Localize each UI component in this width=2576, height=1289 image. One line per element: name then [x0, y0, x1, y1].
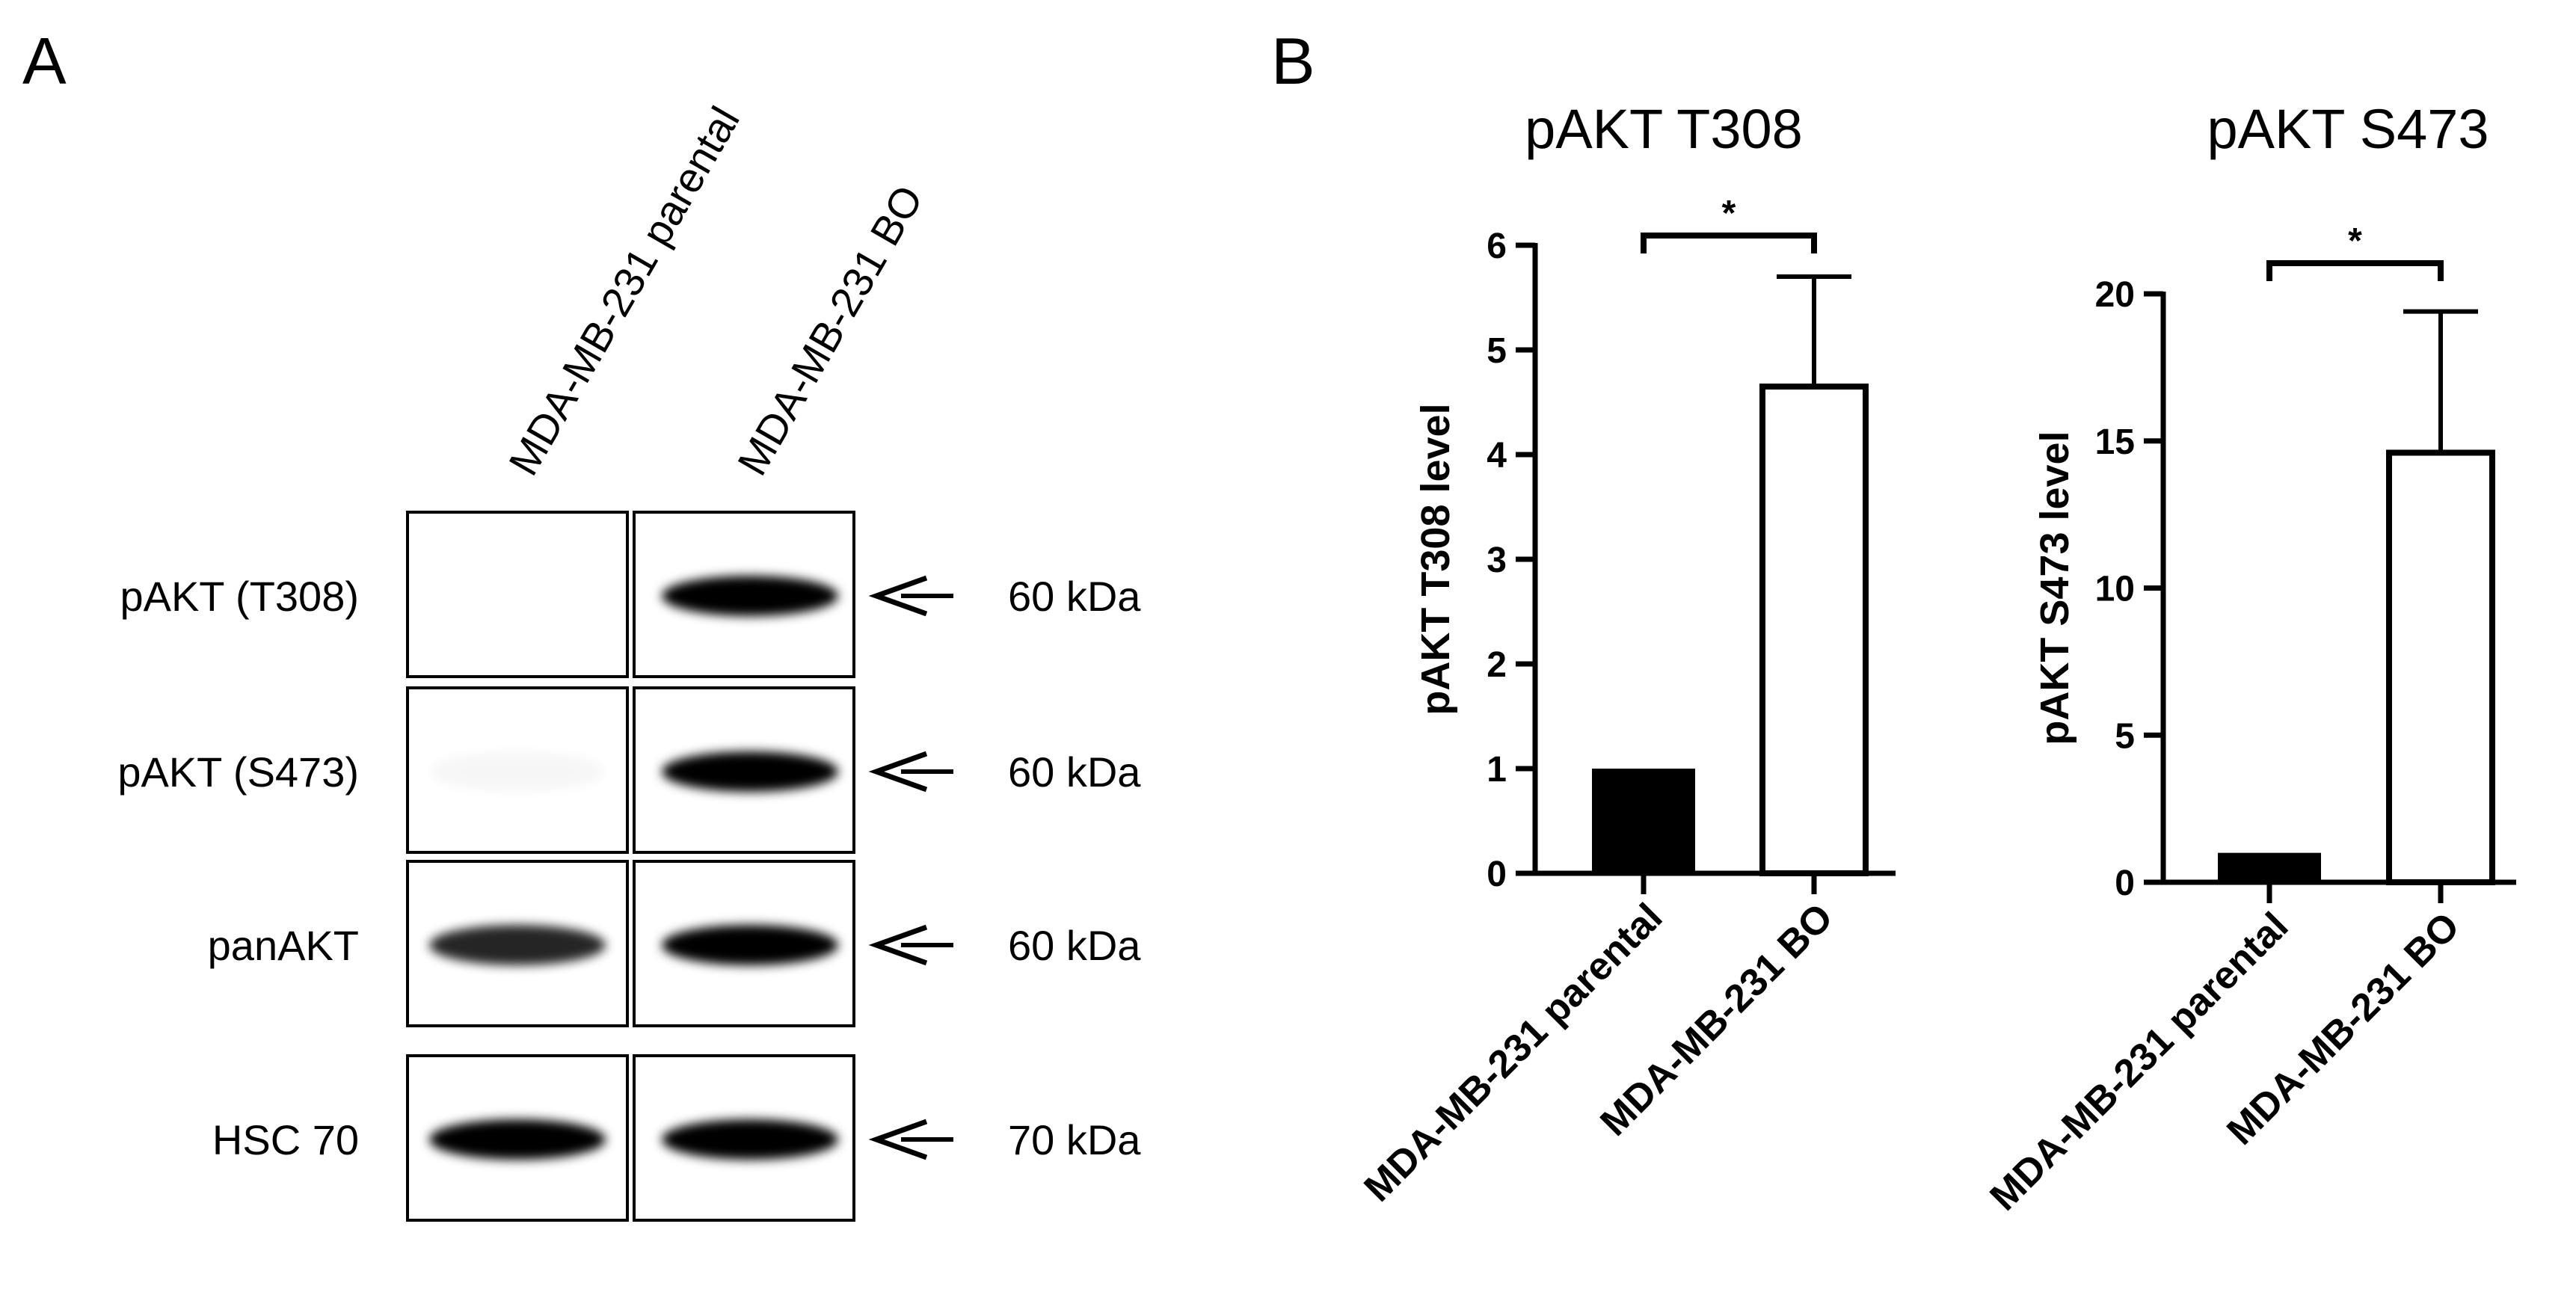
blot-band: [662, 925, 838, 965]
y-tick-label: 1: [1487, 750, 1507, 790]
significance-label: *: [1722, 194, 1736, 233]
blot-size-label: 60 kDa: [1008, 573, 1141, 620]
bar: [2218, 852, 2321, 882]
y-axis-title: pAKT T308 level: [1413, 403, 1458, 715]
y-tick-label: 3: [1487, 541, 1507, 580]
y-tick-label: 5: [2115, 716, 2135, 756]
significance-bracket: [1641, 233, 1817, 253]
y-tick-label: 4: [1487, 436, 1507, 476]
y-tick-label: 5: [1487, 331, 1507, 371]
blot-band: [662, 576, 838, 616]
blot-row-label: panAKT: [208, 922, 359, 969]
arrow-head-icon: [868, 924, 928, 966]
chart-pakt-t308: pAKT T308 0 1 2 3 4 5 6 pAKT T308 level MDA-MB-23…: [1356, 98, 1896, 1210]
panel-b-letter: B: [1271, 24, 1315, 98]
chart-pakt-s473: pAKT S473 0 5 10 15 20 pAKT S473 level MDA-MB-2…: [1982, 98, 2516, 1219]
y-tick-label: 20: [2095, 275, 2135, 315]
x-category-label: MDA-MB-231 parental: [1356, 895, 1670, 1210]
y-tick-label: 15: [2095, 422, 2135, 462]
blot-band: [429, 751, 606, 792]
y-axis-title: pAKT S473 level: [2032, 431, 2077, 745]
blot-band: [662, 1119, 838, 1160]
blot-size-label: 60 kDa: [1008, 922, 1141, 969]
blot-lane-frame: [406, 511, 629, 678]
bar: [1759, 384, 1869, 876]
lane-label-bo: MDA-MB-231 BO: [728, 177, 932, 483]
y-tick-label: 0: [2115, 864, 2135, 903]
blot-size-label: 60 kDa: [1008, 748, 1141, 796]
blot-row-label: pAKT (T308): [120, 573, 359, 620]
blot-band: [429, 925, 606, 965]
blot-row-label: HSC 70: [212, 1116, 359, 1163]
arrow-head-icon: [868, 751, 928, 793]
panel-b: B pAKT T308 0 1 2 3 4 5 6 pAKT T308 level MDA-MB-…: [1271, 24, 2516, 1219]
y-tick-label: 2: [1487, 645, 1507, 685]
blot-lane-frame: [406, 686, 629, 854]
y-tick-label: 10: [2095, 570, 2135, 609]
blot-band: [429, 1119, 606, 1160]
panel-a-letter: A: [22, 24, 67, 98]
y-tick-label: 6: [1487, 227, 1507, 266]
bar: [1592, 769, 1695, 873]
lane-label-parental: MDA-MB-231 parental: [499, 99, 748, 483]
blot-rows: pAKT (T308) 60 kDa pAKT (S473) 60 kDa panAKT…: [117, 511, 1141, 1222]
chart-title: pAKT S473: [2207, 98, 2489, 160]
blot-row-label: pAKT (S473): [117, 748, 359, 796]
significance-bracket: [2266, 260, 2444, 281]
panel-a: A MDA-MB-231 parental MDA-MB-231 BO pAKT…: [22, 24, 1141, 1222]
significance-label: *: [2348, 221, 2362, 261]
bar: [2386, 449, 2495, 885]
y-tick-label: 0: [1487, 855, 1507, 894]
x-category-label: MDA-MB-231 parental: [1982, 904, 2296, 1219]
arrow-head-icon: [868, 575, 928, 617]
blot-band: [662, 751, 838, 792]
blot-size-label: 70 kDa: [1008, 1116, 1141, 1163]
chart-title: pAKT T308: [1525, 98, 1803, 160]
arrow-head-icon: [868, 1119, 928, 1160]
